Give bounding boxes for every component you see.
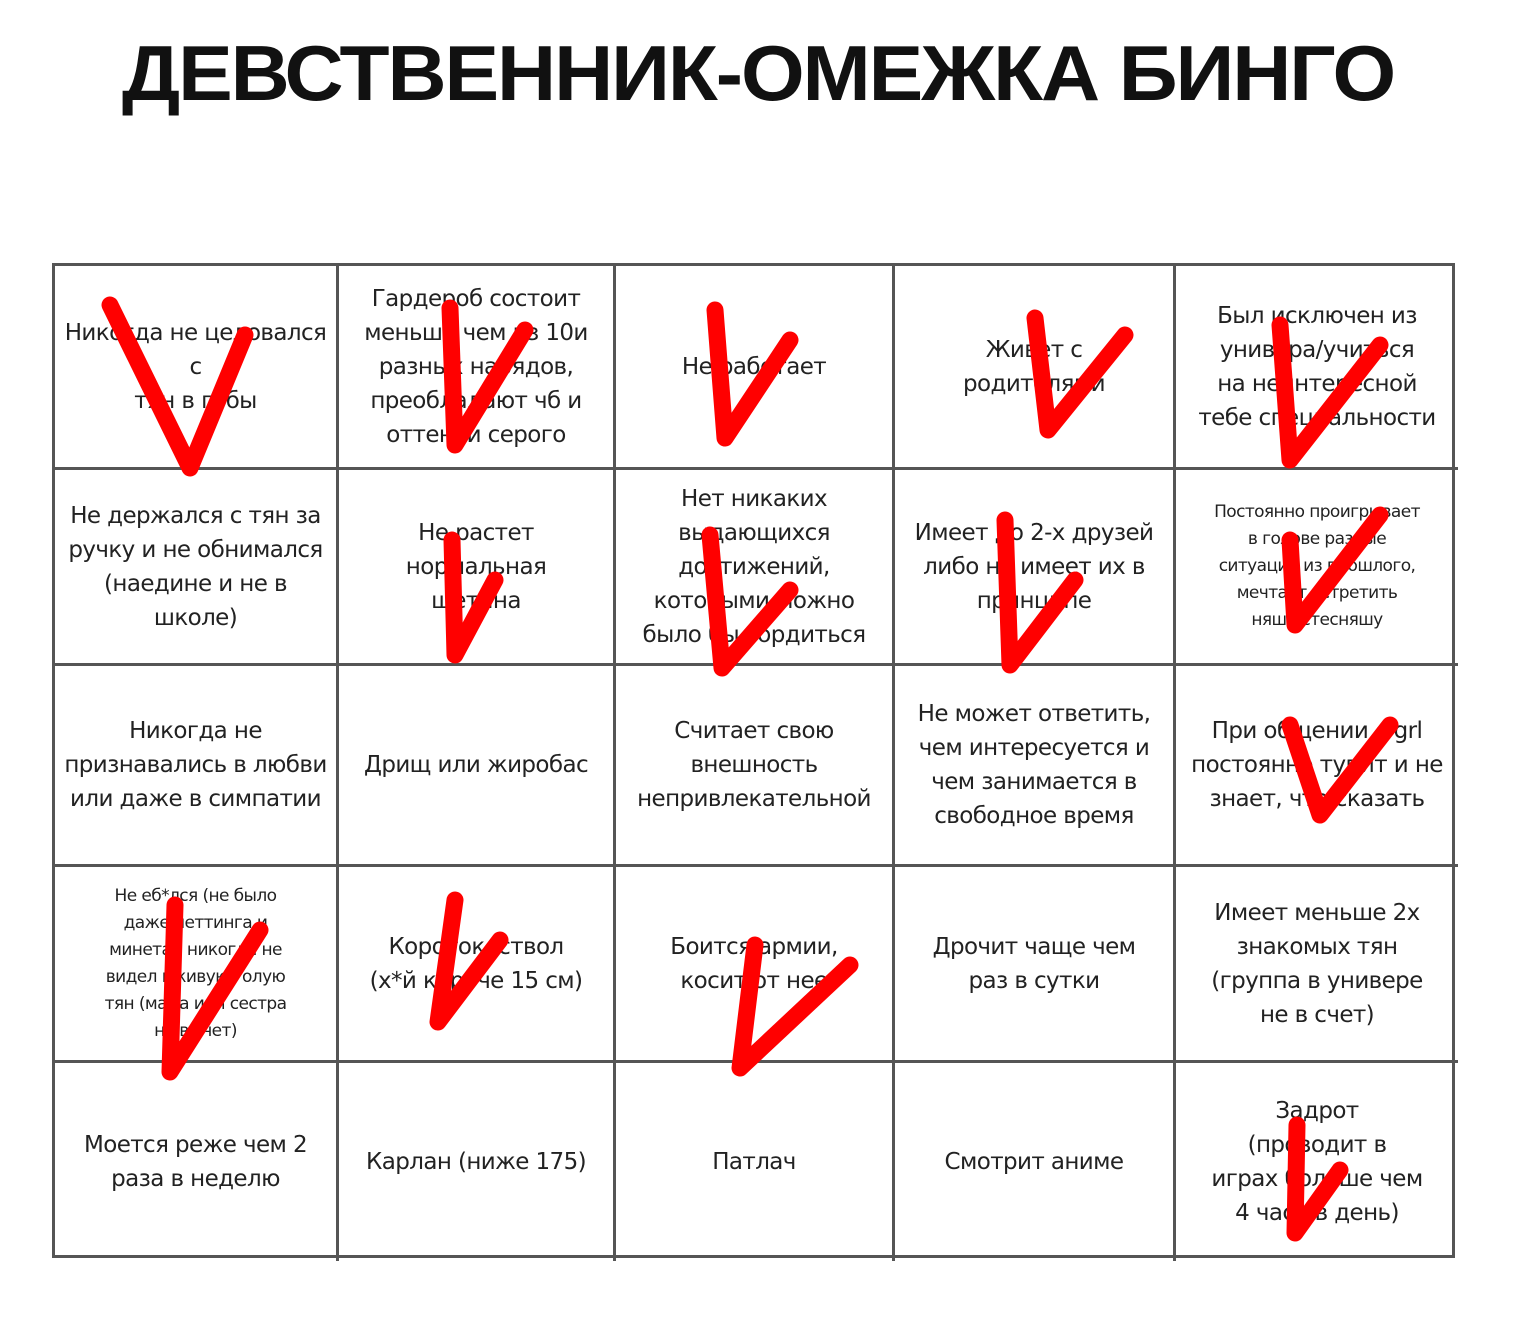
bingo-cell[interactable]: Карлан (ниже 175) <box>339 1063 616 1261</box>
bingo-cell[interactable]: Не растет нормальная щетина <box>339 470 616 666</box>
bingo-cell[interactable]: Не держался с тян за ручку и не обнималс… <box>55 470 339 666</box>
bingo-cell[interactable]: Смотрит аниме <box>895 1063 1176 1261</box>
bingo-cell[interactable]: Дрищ или жиробас <box>339 666 616 867</box>
bingo-cell[interactable]: Дрочит чаще чем раз в сутки <box>895 867 1176 1063</box>
bingo-cell[interactable]: Боится армии, косит от нее <box>616 867 895 1063</box>
bingo-cell[interactable]: Патлач <box>616 1063 895 1261</box>
bingo-cell[interactable]: Задрот (проводит в играх больше чем 4 ча… <box>1211 1098 1423 1226</box>
bingo-title: ДЕВСТВЕННИК-ОМЕЖКА БИНГО <box>121 29 1396 117</box>
bingo-cell[interactable]: Нет никаких выдающихся достижений, котор… <box>616 470 895 666</box>
bingo-cell[interactable]: Живет с родителями <box>895 266 1176 470</box>
bingo-cell[interactable]: Не работает <box>616 266 895 470</box>
bingo-cell[interactable]: При общении с grl постоянно тупит и не з… <box>1176 666 1458 867</box>
bingo-cell[interactable]: Имеет меньше 2х знакомых тян (группа в у… <box>1176 867 1458 1063</box>
bingo-cell[interactable]: Моется реже чем 2 раза в неделю <box>55 1063 339 1261</box>
bingo-cell[interactable]: Коротокоствол (х*й короче 15 см) <box>339 867 616 1063</box>
bingo-cell[interactable]: Гардероб состоит меньше чем из 10и разны… <box>339 266 616 470</box>
bingo-cell[interactable]: Никогда не признавались в любви или даже… <box>55 666 339 867</box>
bingo-cell[interactable]: Имеет до 2-х друзей либо не имеет их в п… <box>895 470 1176 666</box>
bingo-grid: Никогда не целовался с тян в губы Гардеро… <box>52 263 1458 1261</box>
bingo-cell[interactable]: Не может ответить, чем интересуется и че… <box>895 666 1176 867</box>
bingo-cell[interactable]: Постоянно проигрывает в голове разные си… <box>1176 470 1458 666</box>
bingo-cell[interactable]: Был исключен из универа/учиться на неинт… <box>1176 266 1458 470</box>
bingo-cell[interactable]: Считает свою внешность непривлекательной <box>616 666 895 867</box>
bingo-cell[interactable]: Не еб*лся (не было даже петтинга и минет… <box>55 867 339 1063</box>
bingo-cell[interactable]: Никогда не целовался с тян в губы <box>55 266 339 470</box>
